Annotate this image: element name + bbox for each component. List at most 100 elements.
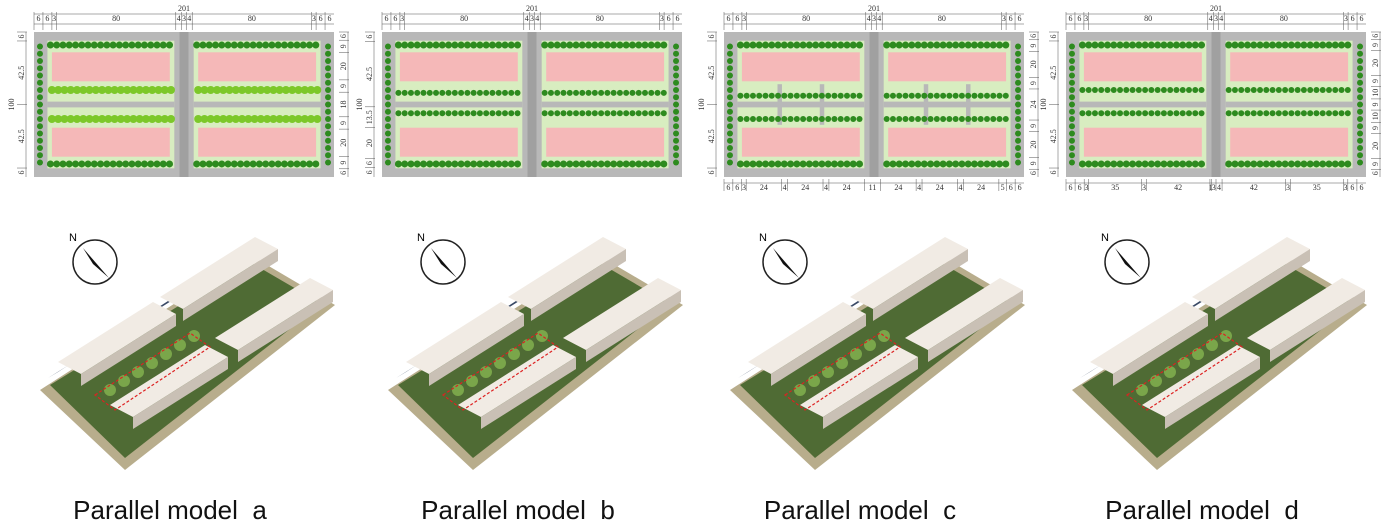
tree [831,160,838,167]
tree [385,102,391,108]
dimension-label: 6 [339,171,348,175]
tree [928,93,934,99]
tree [1238,42,1245,49]
tree [971,42,978,49]
tree [813,93,819,99]
tree [554,160,561,167]
tree [401,42,408,49]
tree [262,42,269,49]
dimension-label: 3 [1084,183,1088,192]
tree [997,116,1003,122]
tree [554,90,560,96]
tree [617,90,623,96]
tree [1086,87,1092,93]
tree [727,94,733,100]
tree [768,42,775,49]
tree [940,160,947,167]
tree [53,160,60,167]
tree [1079,87,1085,93]
tree [1154,160,1161,167]
tree [775,160,782,167]
tree [212,42,219,49]
tree [660,42,667,49]
tree [395,42,402,49]
tree [1357,102,1363,108]
tree [1123,87,1129,93]
tree [946,93,952,99]
tree [762,93,768,99]
tree [1338,160,1345,167]
tree [325,73,331,79]
panel: 2016638043480366642.542.5610069209249209… [697,4,1039,525]
tree [788,93,794,99]
tree [256,160,263,167]
tree [385,116,391,122]
tree [567,110,573,116]
dimension-label: 3 [1286,183,1290,192]
tree [1357,44,1363,50]
building [1230,128,1348,157]
tree [781,116,787,122]
tree [1015,87,1021,93]
dimension-label: 35 [1313,183,1321,192]
tree [452,90,458,96]
tree [325,80,331,86]
tree [591,160,598,167]
tree [1015,123,1021,129]
dimension-label: 11 [869,183,877,192]
tree [727,58,733,64]
tree [727,73,733,79]
middle-road [737,102,864,108]
tree [502,90,508,96]
tree [325,138,331,144]
tree [1015,80,1021,86]
dimension-label: 3 [872,14,876,23]
render-tree [146,357,158,369]
tree [1167,110,1173,116]
tree [1338,42,1345,49]
tree [1069,102,1075,108]
tree [250,42,257,49]
tree [996,160,1003,167]
tree [1069,51,1075,57]
tree [629,110,635,116]
tree [560,160,567,167]
tree [902,93,908,99]
tree [471,110,477,116]
dimension-label: 20 [365,139,374,147]
height-label: 100 [7,99,16,111]
tree [737,42,744,49]
tree [1357,80,1363,86]
tree [915,42,922,49]
tree [1003,116,1009,122]
center-road [1212,32,1221,177]
tree [1270,87,1276,93]
tree [727,152,733,158]
tree [47,160,54,167]
tree [1344,42,1351,49]
tree [769,93,775,99]
tree [1092,110,1098,116]
tree [1313,42,1320,49]
tree [414,110,420,116]
tree [775,93,781,99]
tree [502,110,508,116]
tree [433,90,439,96]
building [198,128,316,157]
tree [1079,42,1086,49]
tree [489,110,495,116]
tree [1339,87,1345,93]
tree [451,160,458,167]
dimension-label: 6 [1009,183,1013,192]
tree [1069,131,1075,137]
tree [1357,145,1363,151]
tree [325,109,331,115]
tree [470,42,477,49]
tree [727,102,733,108]
tree [250,160,257,167]
tree [990,160,997,167]
render-tree [808,375,820,387]
tree [243,160,250,167]
dimension-label: 24 [894,183,902,192]
